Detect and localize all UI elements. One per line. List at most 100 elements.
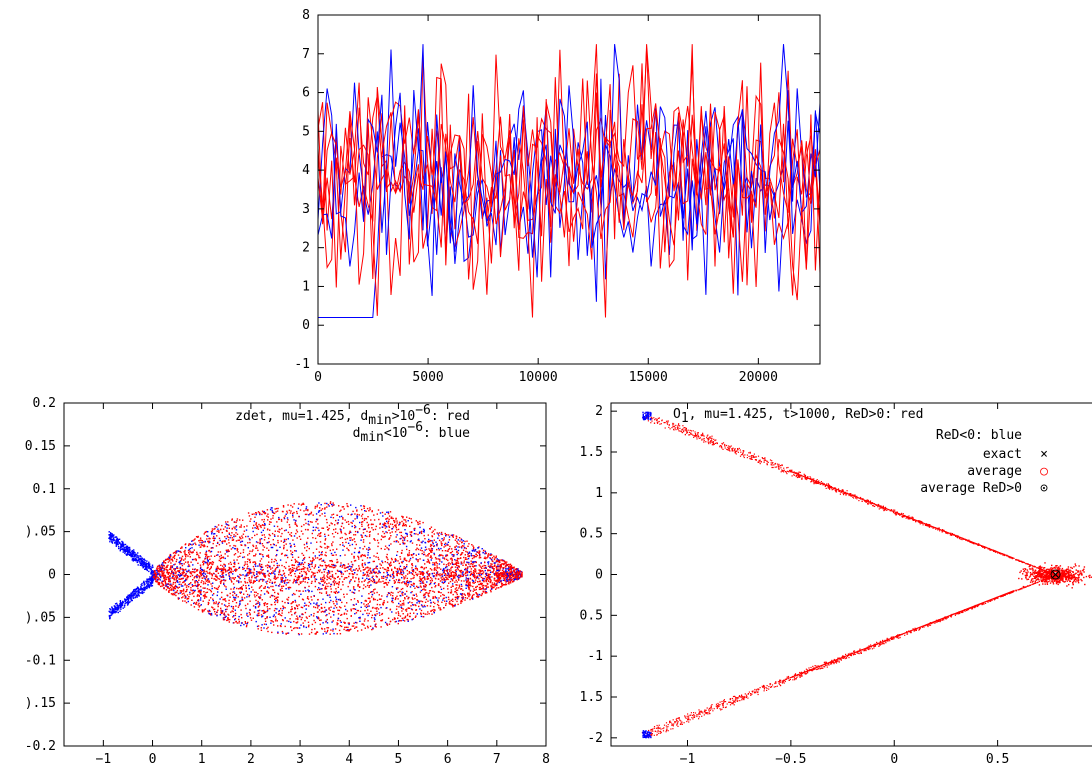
- bl-point: [404, 598, 406, 600]
- bl-point: [283, 573, 285, 575]
- bl-point: [346, 602, 348, 604]
- bl-point: [510, 569, 512, 571]
- bl-point: [328, 572, 331, 574]
- bl-point: [246, 614, 248, 616]
- bl-point: [227, 539, 230, 541]
- bl-point: [354, 613, 356, 615]
- bl-point: [247, 542, 249, 544]
- bl-point: [409, 533, 412, 536]
- bl-point: [279, 588, 282, 591]
- bl-point: [351, 591, 353, 593]
- bl-point: [163, 574, 165, 576]
- bl-point: [210, 547, 212, 549]
- bl-point: [514, 576, 516, 578]
- bl-point: [372, 606, 374, 609]
- bl-point: [198, 590, 201, 593]
- bl-point: [327, 529, 329, 531]
- bl-point: [343, 621, 345, 623]
- bl-point: [476, 572, 478, 575]
- bl-point: [277, 600, 279, 602]
- bl-point: [356, 510, 358, 512]
- bl-point: [210, 597, 212, 599]
- bl-point: [411, 569, 413, 571]
- bl-point: [246, 525, 248, 527]
- bl-point: [164, 575, 167, 577]
- bl-point: [459, 540, 461, 542]
- bl-point: [372, 575, 374, 577]
- bl-point: [494, 585, 496, 587]
- bl-point: [254, 563, 256, 566]
- bl-point: [179, 572, 182, 575]
- bl-point: [487, 569, 489, 571]
- bl-point: [338, 582, 340, 584]
- bl-point: [157, 576, 159, 579]
- bl-point: [233, 615, 235, 617]
- bl-point: [318, 551, 320, 553]
- bl-point: [241, 588, 243, 591]
- bl-point: [152, 571, 155, 573]
- bl-point: [450, 573, 452, 575]
- bl-point: [167, 577, 170, 579]
- bl-point: [405, 566, 408, 568]
- bl-point: [283, 546, 285, 549]
- bl-point: [442, 593, 444, 596]
- bl-point: [199, 572, 201, 574]
- bl-point: [258, 579, 261, 581]
- bl-point: [232, 588, 235, 590]
- bl-point: [396, 522, 398, 524]
- bl-point: [173, 574, 175, 576]
- bl-point: [210, 566, 212, 569]
- bl-point: [361, 513, 364, 516]
- bl-point: [339, 599, 342, 601]
- bl-point: [470, 560, 472, 562]
- bl-point: [296, 621, 299, 623]
- bl-point: [419, 580, 422, 583]
- bl-point: [317, 599, 319, 601]
- bl-point: [408, 560, 410, 563]
- bl-point: [237, 562, 240, 565]
- bl-point: [476, 593, 479, 595]
- bl-point: [362, 539, 365, 541]
- bl-point: [391, 586, 394, 588]
- bl-point: [468, 587, 470, 589]
- bl-point: [362, 541, 365, 543]
- bl-point: [472, 566, 475, 568]
- bl-point: [485, 580, 487, 583]
- bl-point: [253, 520, 255, 523]
- bl-point: [204, 531, 207, 533]
- bl-point: [272, 543, 275, 545]
- bl-point: [348, 568, 350, 570]
- bl-point: [260, 578, 262, 581]
- bl-point: [293, 564, 296, 567]
- bl-point: [242, 584, 245, 586]
- bl-point: [276, 599, 279, 601]
- bl-point: [233, 554, 236, 556]
- bl-point: [324, 577, 326, 579]
- bl-point: [206, 579, 209, 581]
- bl-point: [438, 539, 441, 542]
- bl-point: [294, 521, 296, 524]
- bl-point: [182, 590, 184, 592]
- bl-point: [259, 604, 261, 606]
- bl-point: [162, 562, 165, 564]
- bl-point: [197, 536, 199, 538]
- bl-point: [355, 621, 357, 624]
- bl-point: [209, 551, 212, 553]
- bl-point: [451, 562, 453, 564]
- bl-point: [215, 574, 217, 576]
- bl-point: [352, 569, 355, 571]
- bl-point: [402, 542, 404, 545]
- bl-point: [256, 614, 258, 616]
- bl-point: [342, 564, 345, 566]
- bl-point: [360, 606, 362, 608]
- bl-point: [175, 560, 177, 563]
- bl-point: [349, 537, 351, 539]
- bl-point: [429, 605, 432, 607]
- bl-point: [457, 539, 459, 541]
- bl-point: [460, 602, 462, 604]
- bl-point: [397, 591, 399, 594]
- bl-point: [287, 581, 290, 584]
- bl-point: [267, 574, 270, 576]
- bl-point: [421, 572, 424, 574]
- bl-point: [350, 599, 352, 601]
